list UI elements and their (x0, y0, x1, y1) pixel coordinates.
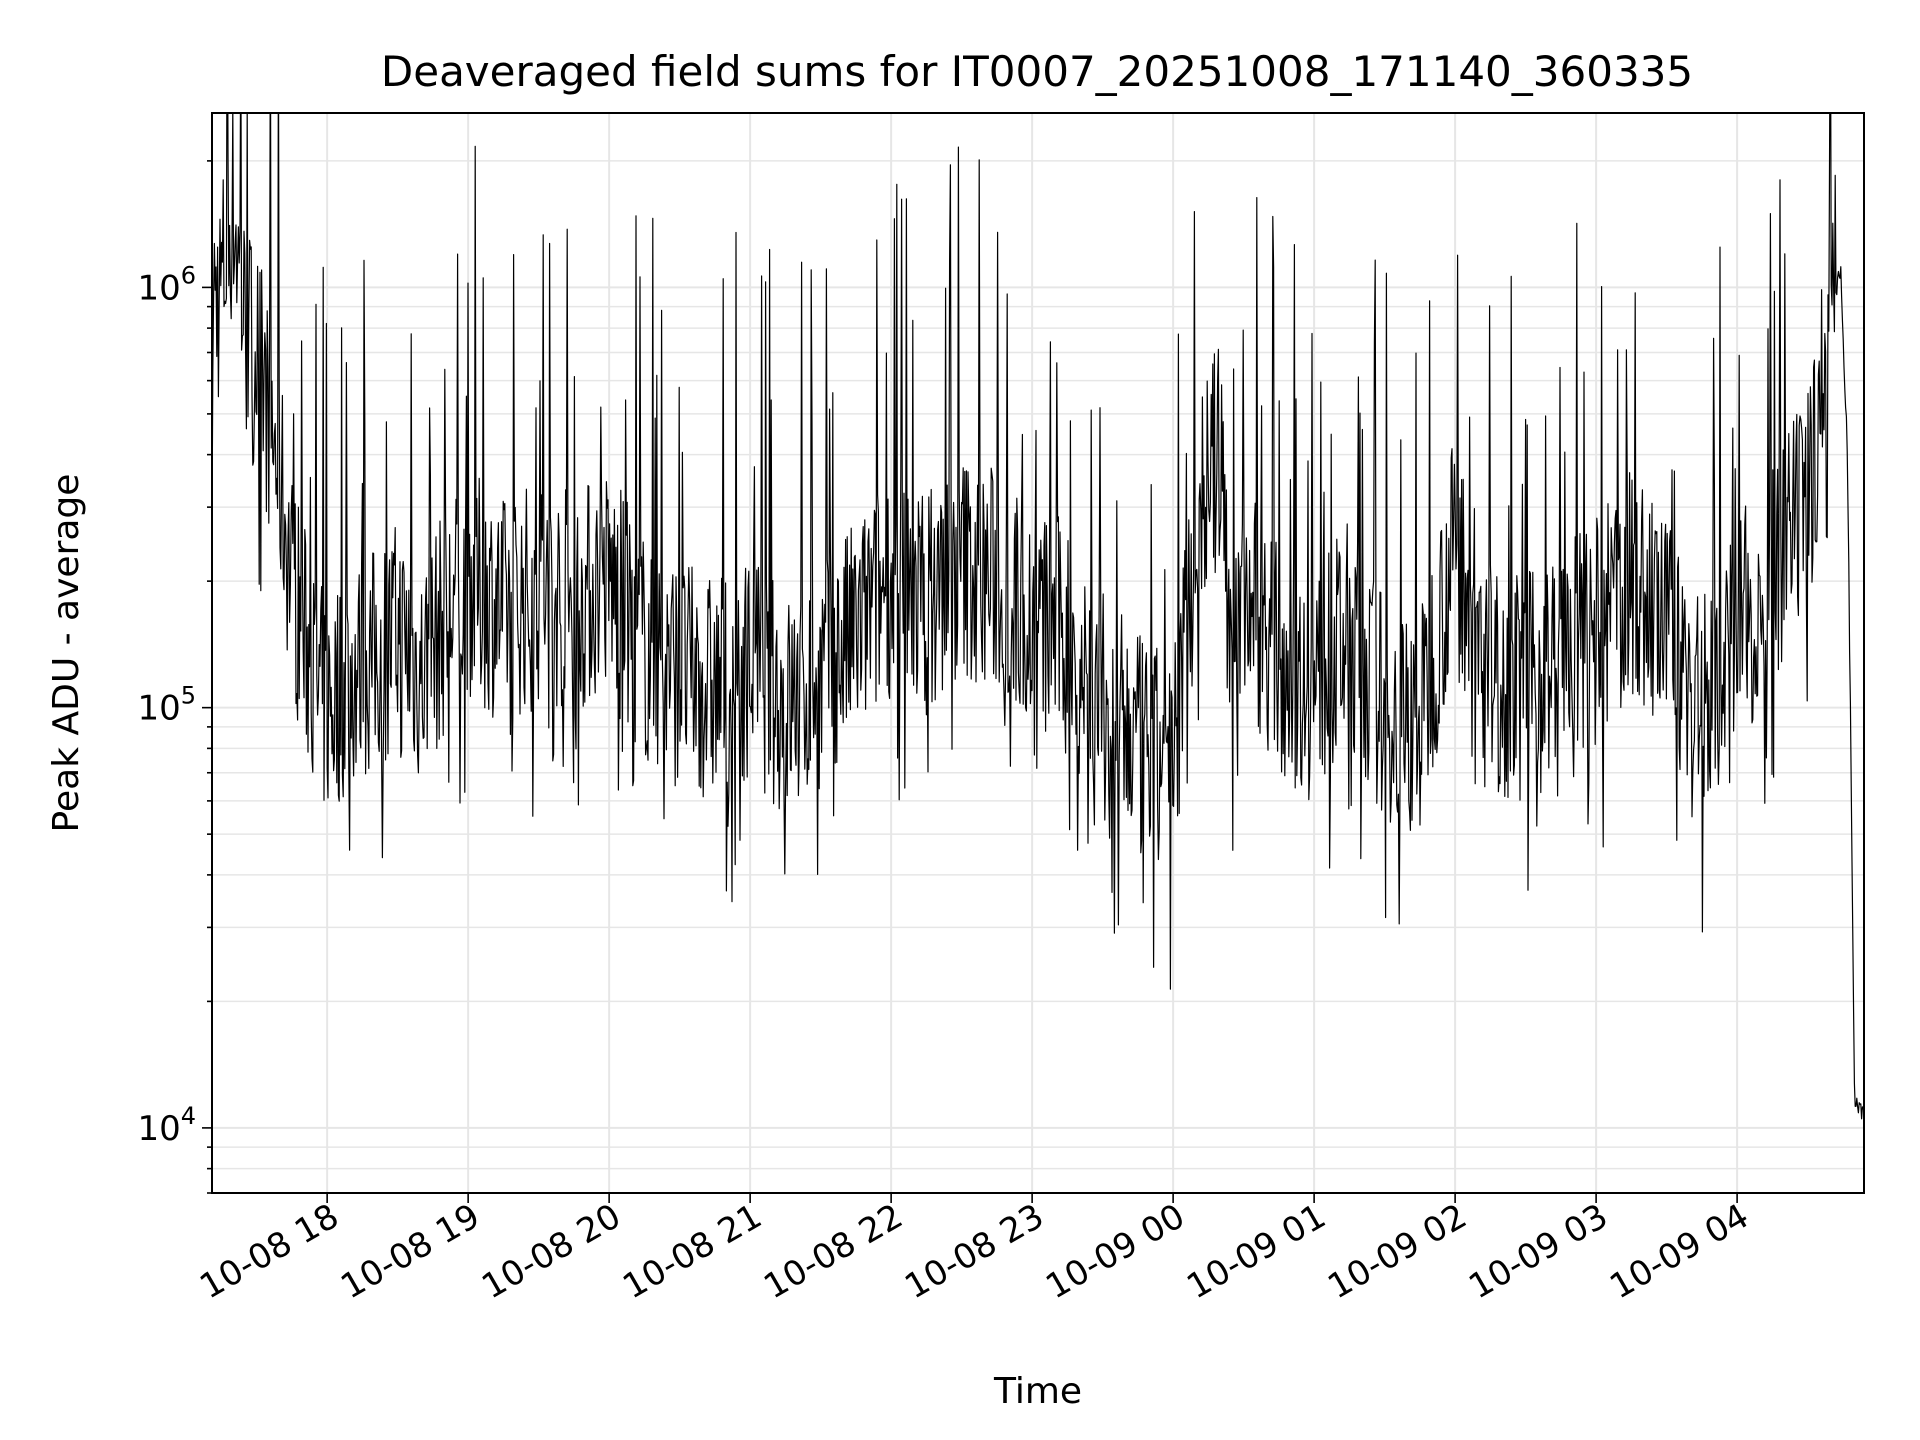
y-tick-label-base: 10 (137, 1109, 180, 1149)
y-tick-label: 105 (137, 682, 196, 729)
y-tick-label: 106 (137, 261, 196, 308)
y-tick-label: 104 (137, 1102, 196, 1149)
y-tick-label-exponent: 4 (181, 1102, 196, 1130)
y-tick-label-base: 10 (137, 689, 180, 729)
x-axis-label: Time (993, 1371, 1082, 1412)
y-tick-label-exponent: 6 (181, 261, 196, 289)
y-axis-label: Peak ADU - average (46, 474, 87, 833)
series-line (212, 113, 1864, 1120)
plot-frame (211, 112, 1865, 1194)
y-tick-label-exponent: 5 (181, 682, 196, 710)
chart-title: Deaveraged field sums for IT0007_2025100… (381, 47, 1693, 96)
y-tick-label-base: 10 (137, 268, 180, 308)
